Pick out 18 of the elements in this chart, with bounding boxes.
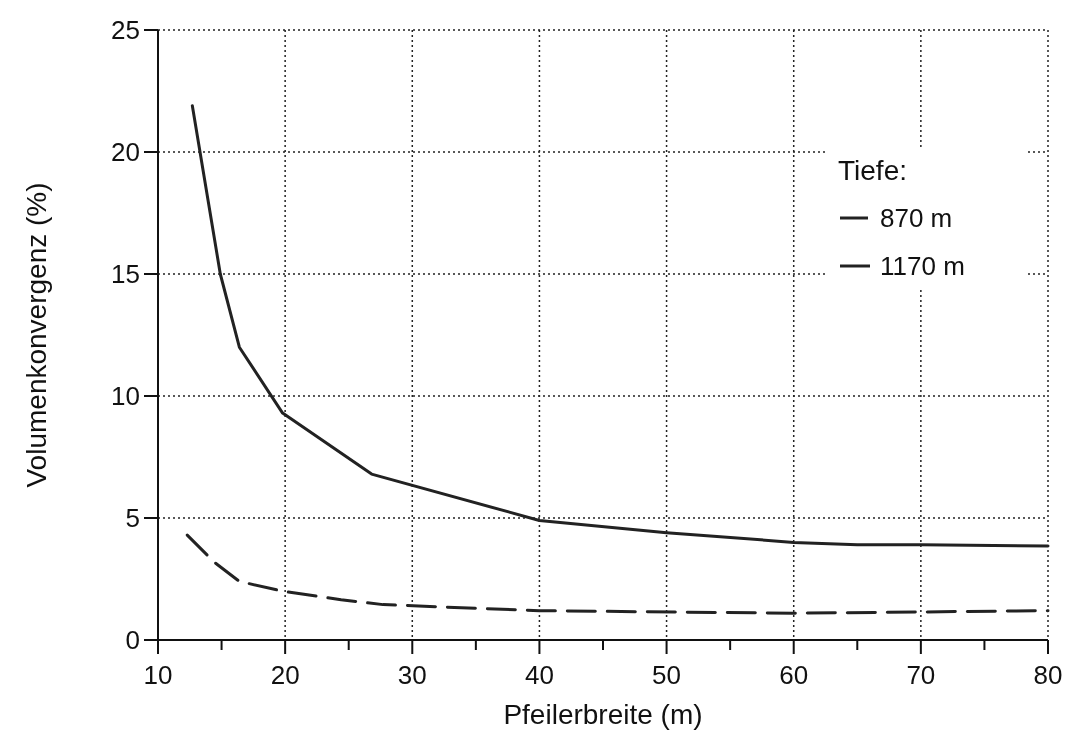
x-tick-label: 80 — [1033, 660, 1063, 690]
legend-title: Tiefe: — [838, 155, 907, 186]
x-tick-label: 60 — [779, 660, 809, 690]
x-tick-label: 50 — [652, 660, 682, 690]
legend-label: 1170 m — [880, 251, 965, 281]
x-tick-label: 20 — [270, 660, 300, 690]
x-tick-label: 30 — [397, 660, 427, 690]
x-axis-title: Pfeilerbreite (m) — [503, 699, 703, 730]
x-tick-label: 70 — [906, 660, 936, 690]
legend-label: 870 m — [880, 203, 953, 233]
y-tick-label: 5 — [125, 503, 140, 533]
y-tick-label: 25 — [111, 15, 140, 45]
x-tick-label: 40 — [524, 660, 554, 690]
y-tick-label: 10 — [111, 381, 140, 411]
y-tick-label: 20 — [111, 137, 140, 167]
y-tick-label: 15 — [111, 259, 140, 289]
y-tick-label: 0 — [125, 625, 140, 655]
y-axis-title: Volumenkonvergenz (%) — [21, 182, 52, 488]
